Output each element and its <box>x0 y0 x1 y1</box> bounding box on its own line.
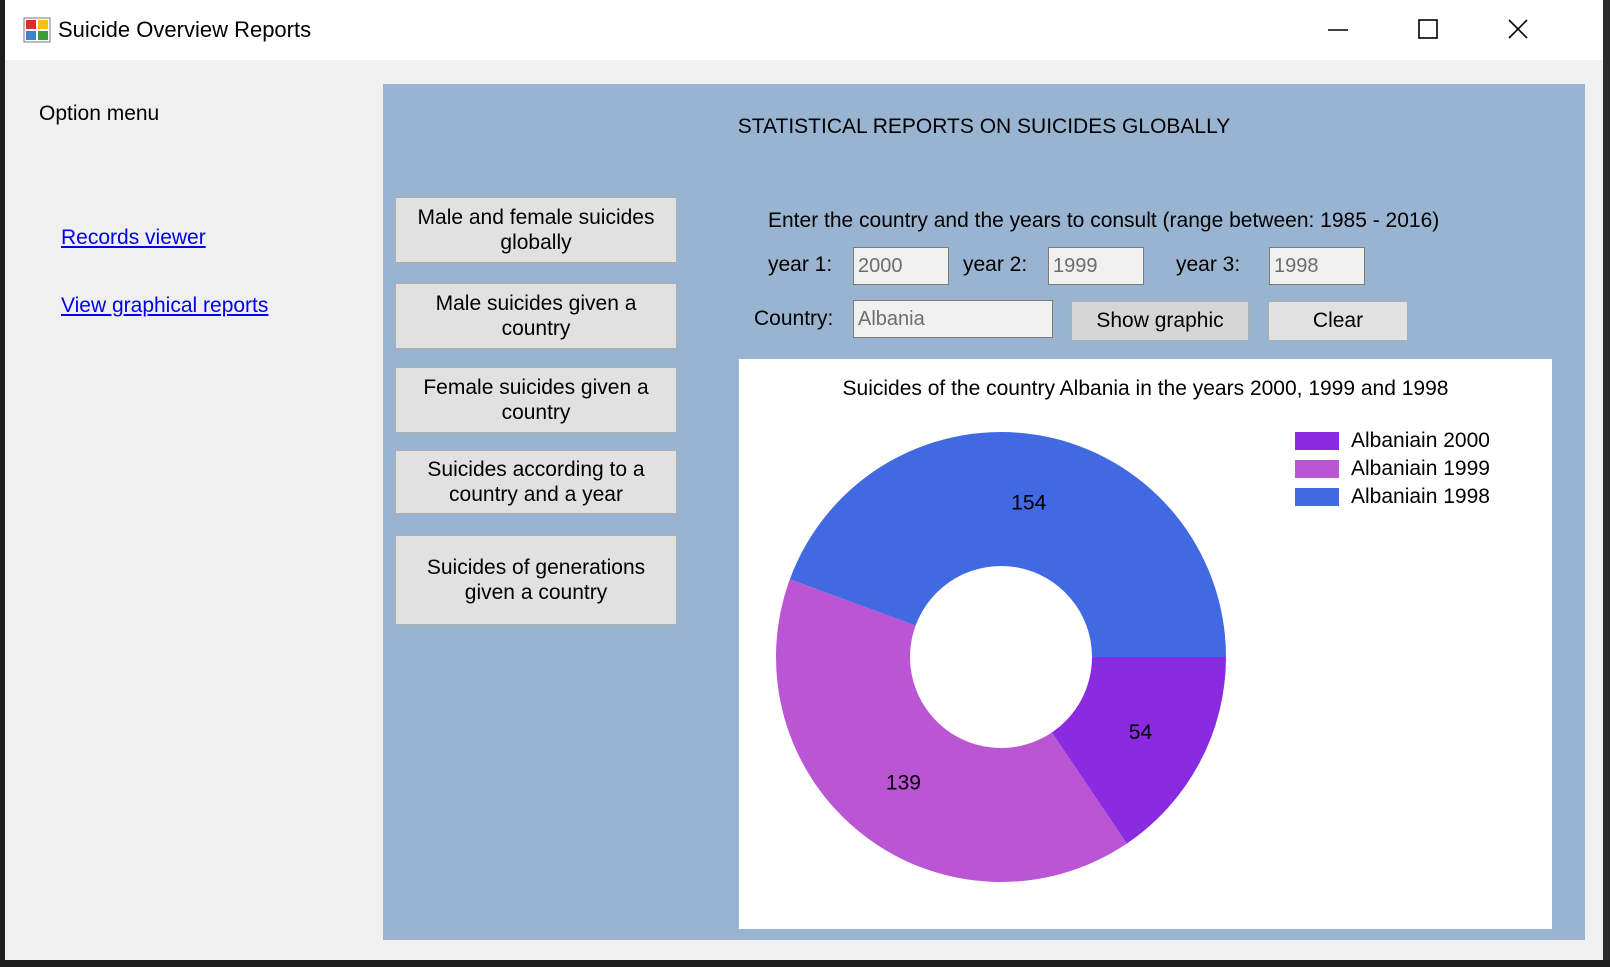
records-viewer-link[interactable]: Records viewer <box>61 226 206 249</box>
country-year-button[interactable]: Suicides according to a country and a ye… <box>395 450 677 514</box>
year3-input[interactable] <box>1269 247 1365 285</box>
maximize-icon <box>1418 19 1438 39</box>
chart-title: Suicides of the country Albania in the y… <box>842 377 1449 400</box>
legend-item-1: Albaniain 1999 <box>1295 455 1490 483</box>
chart-legend: Albaniain 2000 Albaniain 1999 Albaniain 19… <box>1295 427 1490 511</box>
legend-swatch <box>1295 488 1339 506</box>
minimize-button[interactable] <box>1293 0 1383 58</box>
year3-label: year 3: <box>1176 253 1241 276</box>
panel-title: STATISTICAL REPORTS ON SUICIDES GLOBALLY <box>737 115 1231 138</box>
maximize-button[interactable] <box>1383 0 1473 58</box>
female-country-button[interactable]: Female suicides given a country <box>395 367 677 433</box>
legend-item-2: Albaniain 1998 <box>1295 483 1490 511</box>
app-window: Suicide Overview Reports Option menu Rec… <box>5 0 1603 960</box>
year1-label: year 1: <box>768 253 833 276</box>
pie-slice-0 <box>1051 657 1226 844</box>
legend-item-0: Albaniain 2000 <box>1295 427 1490 455</box>
app-icon <box>23 17 51 43</box>
pie-slice-2 <box>789 432 1226 657</box>
legend-swatch <box>1295 432 1339 450</box>
desktop-edge <box>0 0 5 967</box>
close-icon <box>1508 19 1528 39</box>
legend-label: Albaniain 1999 <box>1351 457 1490 480</box>
male-country-button[interactable]: Male suicides given a country <box>395 283 677 349</box>
country-input[interactable] <box>853 300 1053 338</box>
year2-label: year 2: <box>963 253 1028 276</box>
male-female-global-button[interactable]: Male and female suicides globally <box>395 197 677 263</box>
clear-button[interactable]: Clear <box>1268 301 1408 341</box>
legend-label: Albaniain 2000 <box>1351 429 1490 452</box>
pie-slice-1 <box>776 579 1127 882</box>
generations-country-button[interactable]: Suicides of generations given a country <box>395 535 677 625</box>
donut-chart: 54 139 154 <box>776 432 1226 882</box>
year1-input[interactable] <box>853 247 949 285</box>
desktop-strip <box>0 960 1610 967</box>
country-label: Country: <box>754 307 834 330</box>
title-bar: Suicide Overview Reports <box>5 0 1603 60</box>
close-button[interactable] <box>1473 0 1563 58</box>
graphical-reports-link[interactable]: View graphical reports <box>61 294 269 317</box>
reports-panel: STATISTICAL REPORTS ON SUICIDES GLOBALLY… <box>383 84 1585 940</box>
slice-value-label-0: 54 <box>1129 721 1153 744</box>
window-title: Suicide Overview Reports <box>58 17 312 42</box>
slice-value-label-1: 139 <box>886 771 921 794</box>
chart-area: Suicides of the country Albania in the y… <box>739 359 1552 929</box>
option-menu-heading: Option menu <box>39 102 160 125</box>
legend-swatch <box>1295 460 1339 478</box>
instruction-text: Enter the country and the years to consu… <box>768 209 1440 232</box>
year2-input[interactable] <box>1048 247 1144 285</box>
show-graphic-button[interactable]: Show graphic <box>1071 301 1249 341</box>
slice-value-label-2: 154 <box>1011 491 1046 514</box>
minimize-icon <box>1328 29 1348 31</box>
legend-label: Albaniain 1998 <box>1351 485 1490 508</box>
